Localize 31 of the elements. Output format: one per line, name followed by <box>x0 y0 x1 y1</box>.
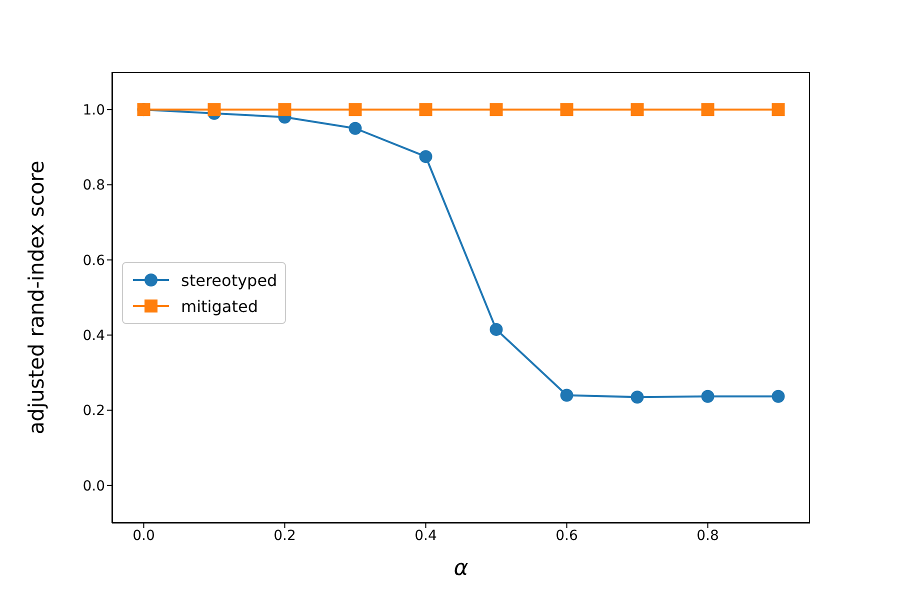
point <box>772 390 785 403</box>
x-tick-label: 0.6 <box>556 528 578 544</box>
x-tick-label: 0.2 <box>274 528 296 544</box>
x-tick-label: 0.0 <box>132 528 155 544</box>
point <box>490 103 503 116</box>
point <box>560 103 574 116</box>
legend-label: stereotyped <box>181 270 278 290</box>
y-tick-label: 0.2 <box>82 403 105 420</box>
point <box>278 103 292 116</box>
point <box>560 388 574 402</box>
x-tick-label: 0.4 <box>414 528 437 544</box>
x-axis-title: α <box>454 556 469 581</box>
y-tick-label: 0.8 <box>82 178 105 194</box>
point <box>348 122 362 135</box>
point <box>490 322 503 336</box>
point <box>419 150 432 164</box>
y-axis-title: adjusted rand-index score <box>24 160 48 434</box>
point <box>701 390 714 403</box>
y-tick-label: 0.6 <box>82 252 106 269</box>
point <box>630 390 644 404</box>
y-tick-label: 0.0 <box>82 478 105 494</box>
point <box>772 103 785 116</box>
y-tick-label: 1.0 <box>82 102 105 119</box>
point <box>208 103 221 116</box>
x-tick-label: 0.8 <box>696 528 719 544</box>
legend-label: mitigated <box>181 296 258 316</box>
point <box>630 103 644 116</box>
y-tick-label: 0.4 <box>82 328 106 344</box>
point <box>348 103 362 116</box>
point <box>701 103 714 116</box>
point <box>419 103 432 116</box>
